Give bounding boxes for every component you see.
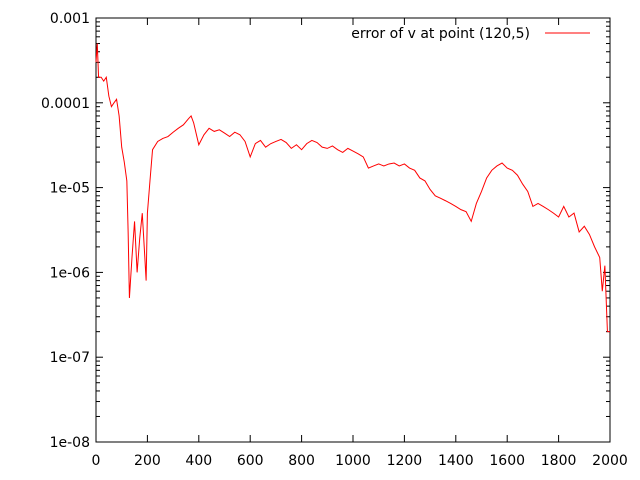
x-tick-label: 0: [92, 453, 101, 469]
y-tick-label: 0.0001: [41, 96, 90, 112]
x-tick-label: 200: [134, 453, 161, 469]
x-tick-label: 1000: [335, 453, 371, 469]
legend: error of v at point (120,5): [351, 26, 590, 42]
x-tick-label: 800: [288, 453, 315, 469]
y-tick-label: 1e-06: [50, 265, 90, 281]
x-tick-label: 2000: [592, 453, 628, 469]
x-tick-label: 1400: [438, 453, 474, 469]
plot-frame: [95, 17, 611, 443]
tick-labels: 0 200 400 600 800 1000 1200 1400 1600 1800 2000 1e-…: [41, 11, 628, 469]
x-tick-label: 600: [237, 453, 264, 469]
legend-label: error of v at point (120,5): [351, 26, 530, 42]
y-tick-label: 1e-07: [50, 350, 90, 366]
y-tick-label: 0.001: [50, 11, 90, 27]
series-layer: [95, 43, 610, 333]
x-tick-label: 1200: [387, 453, 423, 469]
y-tick-label: 1e-08: [50, 435, 90, 451]
x-tick-label: 400: [185, 453, 212, 469]
y-tick-label: 1e-05: [50, 181, 90, 197]
x-tick-label: 1800: [541, 453, 577, 469]
series-line: [95, 43, 610, 333]
tick-marks: [95, 17, 611, 443]
x-tick-label: 1600: [489, 453, 525, 469]
